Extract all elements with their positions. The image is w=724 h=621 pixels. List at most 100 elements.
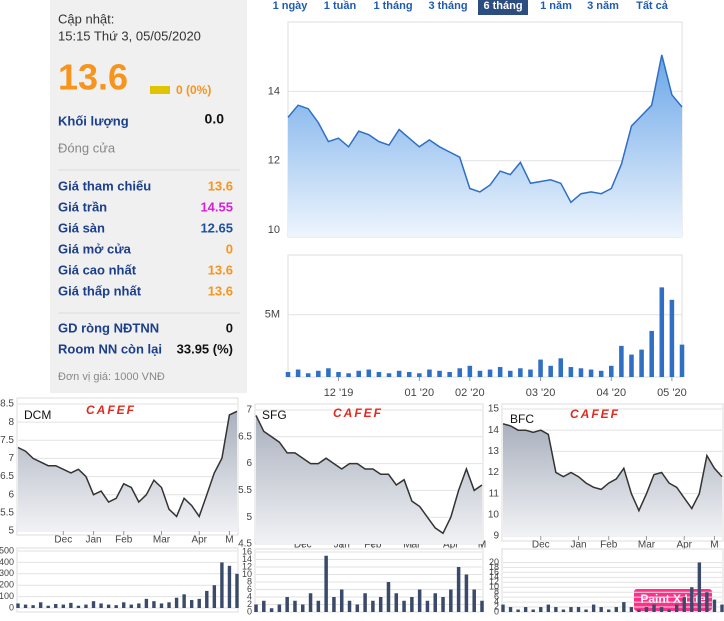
volume-bar xyxy=(137,603,141,608)
row-label: Room NN còn lại xyxy=(58,341,162,356)
volume-bar xyxy=(598,370,604,377)
volume-bar xyxy=(548,365,553,377)
volume-bar xyxy=(538,359,543,377)
volume-bar xyxy=(607,609,611,612)
volume-bar xyxy=(507,370,513,377)
tab[interactable]: 1 năm xyxy=(540,0,572,12)
y-tick-label: 5 xyxy=(8,526,14,537)
volume-bar xyxy=(619,345,624,377)
price-line xyxy=(255,415,483,535)
tab[interactable]: Tất cả xyxy=(636,0,669,12)
volume-bar xyxy=(690,587,694,612)
x-tick-label: Feb xyxy=(115,535,133,546)
volume-bar xyxy=(679,344,685,377)
y-tick-label: 9 xyxy=(493,531,499,542)
volume-bar xyxy=(336,372,341,377)
x-tick-label: Mar xyxy=(638,540,656,551)
row-label: Giá tham chiếu xyxy=(58,178,151,193)
volume-bar xyxy=(347,600,352,612)
volume-bar xyxy=(129,604,133,608)
tab[interactable]: 1 ngày xyxy=(273,0,309,12)
volume-bar xyxy=(152,601,156,608)
y-tick-label: 6 xyxy=(246,458,252,469)
y-tick-label: 12 xyxy=(489,577,499,587)
volume-bar xyxy=(659,607,664,612)
row-value: 13.6 xyxy=(208,178,233,193)
volume-bar xyxy=(447,372,452,377)
tab[interactable]: 6 tháng xyxy=(483,0,522,12)
y-tick-label: 4 xyxy=(247,591,252,601)
plot-frame xyxy=(254,548,484,613)
y-tick-label: 14 xyxy=(268,85,280,97)
volume-bar xyxy=(497,367,503,377)
volume-bar xyxy=(682,597,686,612)
volume-bar xyxy=(394,593,399,612)
y-tick-label: 16 xyxy=(489,567,499,577)
volume-bar xyxy=(427,369,432,377)
volume-label: Khối lượng xyxy=(58,113,129,128)
volume-bar xyxy=(376,372,382,377)
info-panel xyxy=(50,0,247,393)
volume-bar xyxy=(114,605,118,608)
volume-bar xyxy=(269,608,274,612)
volume-bar xyxy=(324,555,328,612)
y-tick-label: 7.5 xyxy=(0,435,14,446)
y-tick-label: 6 xyxy=(494,592,499,602)
plot-frame xyxy=(16,397,239,536)
volume-bar xyxy=(235,573,239,608)
y-tick-label: 4.5 xyxy=(238,539,252,550)
tab[interactable]: 3 năm xyxy=(587,0,619,12)
x-tick-label: Feb xyxy=(600,540,618,551)
y-tick-label: 200 xyxy=(0,580,14,590)
x-tick-label: 04 '20 xyxy=(596,387,626,399)
y-tick-label: 14 xyxy=(488,425,500,436)
volume-bar xyxy=(441,597,445,612)
area-fill xyxy=(18,411,237,531)
row-label: Giá thấp nhất xyxy=(58,283,142,298)
volume-bar xyxy=(456,567,461,612)
x-tick-label: Dec xyxy=(54,535,72,546)
volume-bar xyxy=(174,597,179,608)
volume-bar xyxy=(487,369,493,377)
y-tick-label: 0 xyxy=(247,606,252,616)
y-tick-label: 12 xyxy=(488,467,500,478)
volume-bar xyxy=(355,604,360,612)
volume-bar xyxy=(16,603,20,608)
tab[interactable]: 1 tuần xyxy=(324,0,357,12)
volume-bar xyxy=(467,365,473,377)
x-tick-label: 05 '20 xyxy=(657,387,687,399)
volume-bar xyxy=(433,593,437,612)
y-tick-label: 10 xyxy=(242,569,252,579)
volume-bar xyxy=(212,585,217,608)
volume-bar xyxy=(561,609,566,612)
volume-bar xyxy=(578,368,584,377)
volume-bar xyxy=(644,607,649,612)
y-tick-label: 8 xyxy=(494,587,499,597)
y-tick-label: 6.5 xyxy=(238,431,252,442)
volume-bar xyxy=(659,287,665,377)
volume-bar xyxy=(386,373,392,377)
volume-bar xyxy=(437,370,442,377)
volume-bar xyxy=(295,369,301,377)
volume-bar xyxy=(417,373,422,377)
x-tick-label: 03 '20 xyxy=(526,387,556,399)
volume-bar xyxy=(84,604,88,608)
row-label: GD ròng NĐTNN xyxy=(58,320,159,335)
volume-bar xyxy=(622,602,626,612)
volume-bar xyxy=(61,604,66,608)
row-value: 0 xyxy=(226,320,233,335)
volume-bar xyxy=(122,602,126,608)
y-tick-label: 2 xyxy=(247,599,252,609)
volume-bar xyxy=(197,598,201,608)
volume-bar xyxy=(464,574,469,612)
volume-bar xyxy=(531,609,535,612)
y-tick-label: 5.5 xyxy=(0,507,14,518)
x-tick-label: Apr xyxy=(191,535,207,546)
volume-bar xyxy=(591,604,596,612)
updated-label: Cập nhật: xyxy=(58,11,114,26)
row-label: Giá trần xyxy=(58,199,107,214)
tab[interactable]: 1 tháng xyxy=(373,0,412,12)
volume-bar xyxy=(449,589,453,612)
volume-bar xyxy=(508,607,513,612)
tab[interactable]: 3 tháng xyxy=(428,0,467,12)
